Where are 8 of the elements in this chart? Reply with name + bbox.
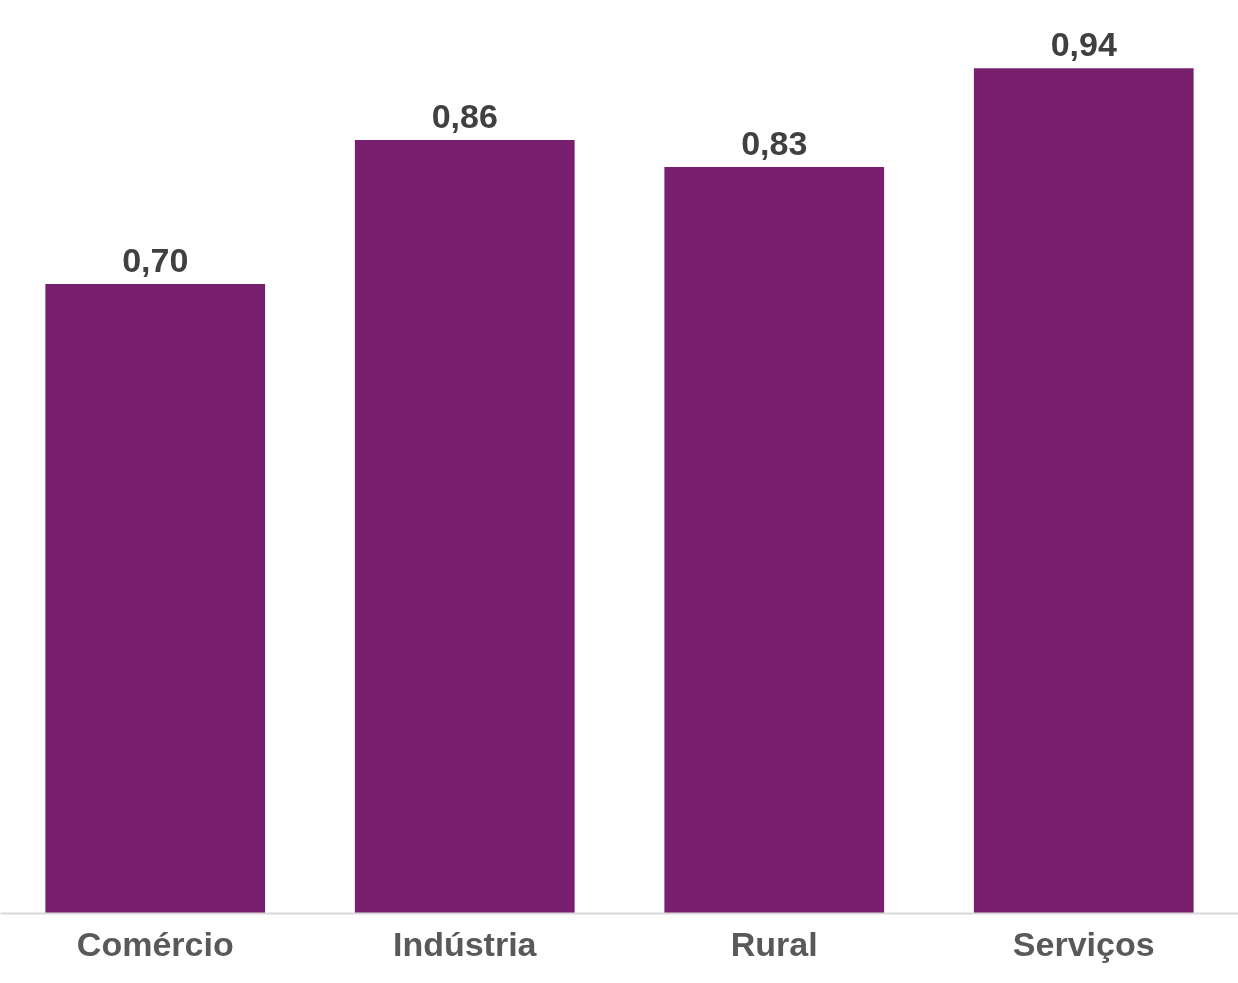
data-label: 0,86 (431, 97, 498, 136)
data-label: 0,94 (1050, 25, 1117, 64)
x-tick-label: Indústria (392, 924, 538, 963)
x-tick-label: Comércio (76, 924, 234, 963)
x-tick-label: Serviços (1012, 924, 1155, 963)
data-label: 0,83 (741, 124, 808, 163)
data-label: 0,70 (122, 240, 189, 279)
x-tick-label: Rural (730, 924, 818, 963)
